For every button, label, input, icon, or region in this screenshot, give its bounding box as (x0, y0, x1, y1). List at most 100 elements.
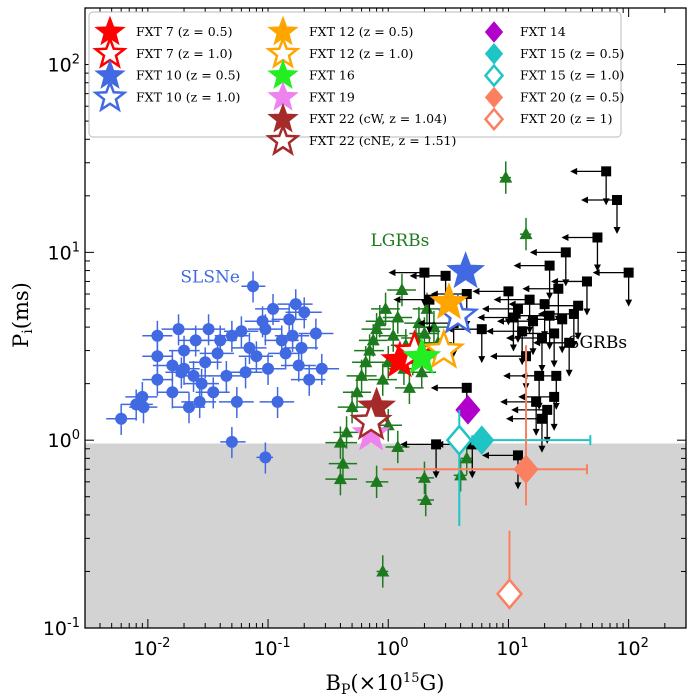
sgrb-marker (612, 195, 623, 206)
slsn-marker (259, 451, 272, 464)
sgrb-arrowhead (613, 227, 621, 235)
y-tick-label: 101 (48, 240, 80, 264)
lgrb-point (387, 273, 416, 307)
sgrb-arrowhead (432, 471, 440, 479)
slsn-marker (195, 377, 208, 390)
sgrb-marker (553, 283, 564, 294)
slsn-marker (259, 323, 272, 336)
slsn-marker (292, 359, 305, 372)
sgrb-arrowhead (481, 451, 489, 459)
legend-label: FXT 15 (z = 0.5) (520, 46, 624, 61)
slsn-marker (283, 313, 296, 326)
sgrb-marker (531, 396, 542, 407)
sgrb-arrowhead (511, 406, 519, 414)
sgrb-point (537, 308, 579, 348)
slsn-marker (275, 334, 288, 347)
legend-label: FXT 12 (z = 0.5) (309, 24, 413, 39)
slsn-marker (115, 412, 128, 425)
slsn-marker (267, 302, 280, 315)
lgrb-point (395, 371, 424, 405)
slsn-marker (243, 341, 256, 354)
slsn-marker (295, 341, 308, 354)
slsn-marker (211, 347, 224, 360)
sgrb-arrowhead (538, 445, 546, 453)
lgrb-point (378, 319, 408, 352)
slsn-point (218, 386, 254, 419)
sgrb-point (518, 328, 560, 368)
population-label: LGRBs (370, 231, 429, 251)
sgrb-marker (544, 260, 555, 271)
sgrb-marker (536, 413, 547, 424)
sgrb-arrowhead (583, 308, 591, 316)
sgrb-point (550, 276, 592, 316)
legend-item: FXT 10 (z = 1.0) (92, 78, 240, 113)
slsn-marker (202, 323, 215, 336)
legend-marker (483, 63, 505, 88)
lgrb-marker (379, 301, 393, 314)
slsn-marker (250, 350, 263, 363)
fxt-point (429, 282, 469, 320)
legend-label: FXT 10 (z = 0.5) (136, 68, 240, 83)
sgrb-marker (544, 310, 555, 321)
fxt-point (351, 413, 391, 451)
fxt-point (455, 395, 481, 425)
fxt-point (382, 345, 588, 506)
lgrb-marker (395, 283, 409, 296)
sgrb-arrowhead (561, 233, 569, 241)
slsn-marker (172, 323, 185, 336)
sgrb-marker (419, 267, 430, 278)
slsn-point (223, 316, 259, 348)
lgrb-point (417, 483, 434, 517)
lgrb-marker (333, 435, 347, 448)
sgrb-marker (542, 404, 553, 415)
legend-label: FXT 20 (z = 1) (520, 111, 612, 126)
sgrb-arrowhead (570, 167, 578, 175)
slsn-point (231, 333, 267, 365)
sgrb-arrowhead (493, 296, 501, 304)
sgrb-marker (564, 337, 575, 348)
fxt-marker (422, 328, 466, 369)
sgrb-arrowhead (478, 356, 486, 364)
sgrb-arrowhead (430, 384, 438, 392)
sgrb-arrowhead (550, 423, 558, 431)
y-tick-label: 100 (48, 428, 80, 452)
slsn-marker (271, 395, 284, 408)
sgrb-marker (557, 314, 568, 325)
fxt-marker (349, 399, 393, 441)
sgrb-marker (549, 328, 560, 339)
slsn-point (175, 360, 211, 393)
sgrb-arrowhead (581, 196, 589, 204)
slsn-marker (151, 373, 164, 386)
slsn-point (277, 289, 313, 321)
slsn-point (220, 426, 246, 459)
slsn-marker (303, 373, 316, 386)
sgrb-point (477, 312, 519, 352)
slsn-marker (136, 390, 149, 403)
slsn-point (290, 364, 326, 396)
legend-item: FXT 20 (z = 1) (483, 107, 612, 132)
legend-label: FXT 22 (cW, z = 1.04) (309, 111, 447, 126)
slsn-marker (230, 395, 243, 408)
slsn-marker (286, 329, 299, 342)
data-points (106, 161, 634, 610)
slsn-marker (239, 366, 252, 379)
y-tick-label: 102 (48, 53, 80, 77)
sgrb-point (500, 396, 542, 436)
sgrb-point (526, 314, 568, 354)
slsn-marker (189, 334, 202, 347)
fxt-marker (351, 413, 391, 451)
legend-marker (92, 78, 128, 113)
sgrb-arrowhead (546, 292, 554, 300)
fxt-point (402, 337, 442, 375)
legend-label: FXT 12 (z = 1.0) (309, 46, 413, 61)
lgrb-point (342, 376, 372, 409)
sgrb-arrowhead (565, 369, 573, 377)
slsn-point (106, 403, 137, 435)
sgrb-arrowhead (542, 302, 550, 310)
slsn-point (142, 364, 173, 396)
sgrb-marker (560, 247, 571, 258)
lgrb-marker (417, 470, 431, 483)
lgrb-point (376, 555, 390, 588)
sgrb-marker (623, 267, 634, 278)
sgrb-arrowhead (533, 339, 541, 347)
